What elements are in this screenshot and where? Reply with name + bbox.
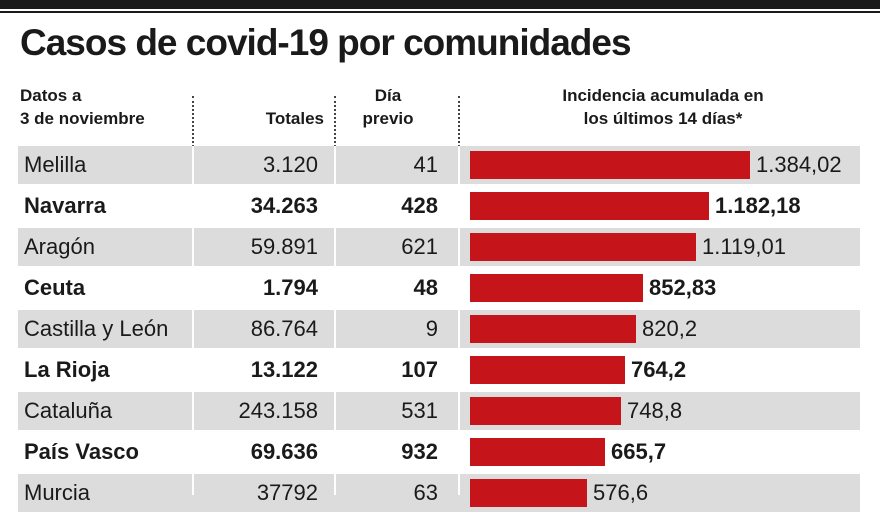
previous-day-cases: 932 (401, 439, 438, 464)
table-row: Melilla 3.120 41 1.384,02 (18, 146, 860, 184)
table-row: Navarra 34.263 428 1.182,18 (18, 187, 860, 225)
previous-day-cases: 621 (401, 234, 438, 259)
table-row: La Rioja 13.122 107 764,2 (18, 351, 860, 389)
column-divider (458, 146, 460, 495)
table-row: País Vasco 69.636 932 665,7 (18, 433, 860, 471)
previous-day-cases: 107 (401, 357, 438, 382)
header-prev-day: Día previo (338, 84, 438, 130)
incidence-label: 1.384,02 (756, 152, 842, 177)
header-incidence-line2: los últimos 14 días* (583, 109, 743, 128)
incidence-bar (470, 192, 709, 220)
total-cases: 3.120 (262, 152, 318, 177)
column-divider (192, 146, 194, 495)
region-name: Murcia (24, 480, 91, 505)
total-cases: 86.764 (250, 316, 318, 341)
incidence-bar (470, 397, 621, 425)
region-name: Melilla (24, 152, 87, 177)
total-cases: 69.636 (250, 439, 318, 464)
region-name: Castilla y León (24, 316, 169, 341)
region-name: Aragón (24, 234, 95, 259)
incidence-label: 764,2 (631, 357, 687, 382)
incidence-bar (470, 315, 636, 343)
top-rule (0, 0, 880, 9)
incidence-label: 748,8 (627, 398, 683, 423)
table-row: Murcia 37792 63 576,6 (18, 474, 860, 512)
total-cases: 13.122 (250, 357, 318, 382)
region-name: Navarra (24, 193, 106, 218)
header-prev-line2: previo (362, 109, 414, 128)
header-totals: Totales (265, 109, 324, 128)
chart-title: Casos de covid-19 por comunidades (20, 22, 632, 63)
incidence-label: 820,2 (642, 316, 698, 341)
previous-day-cases: 531 (401, 398, 438, 423)
incidence-label: 1.119,01 (702, 234, 787, 259)
table-row: Castilla y León 86.764 9 820,2 (18, 310, 860, 348)
region-name: País Vasco (24, 439, 139, 464)
header-date-line1: Datos a (20, 86, 82, 105)
header-date: Datos a 3 de noviembre (20, 84, 190, 130)
table-row: Ceuta 1.794 48 852,83 (18, 269, 860, 307)
total-cases: 243.158 (238, 398, 318, 423)
incidence-bar (470, 479, 587, 507)
region-name: Cataluña (24, 398, 113, 423)
incidence-bar (470, 233, 696, 261)
total-cases: 34.263 (250, 193, 318, 218)
header-incidence: Incidencia acumulada en los últimos 14 d… (466, 84, 860, 130)
previous-day-cases: 41 (413, 152, 438, 177)
previous-day-cases: 63 (413, 480, 438, 505)
incidence-label: 665,7 (611, 439, 667, 464)
incidence-bar (470, 438, 605, 466)
incidence-bar (470, 274, 643, 302)
total-cases: 37792 (256, 480, 318, 505)
header-date-line2: 3 de noviembre (20, 109, 145, 128)
top-rule-thin (0, 11, 880, 13)
table-row: Cataluña 243.158 531 748,8 (18, 392, 860, 430)
region-name: La Rioja (24, 357, 110, 382)
incidence-bar (470, 151, 750, 179)
header-incidence-line1: Incidencia acumulada en (562, 86, 764, 105)
incidence-label: 1.182,18 (715, 193, 801, 218)
incidence-label: 852,83 (649, 275, 717, 300)
previous-day-cases: 48 (413, 275, 438, 300)
incidence-bar (470, 356, 625, 384)
table-row: Aragón 59.891 621 1.119,01 (18, 228, 860, 266)
previous-day-cases: 9 (425, 316, 438, 341)
header-prev-line1: Día (374, 86, 402, 105)
total-cases: 59.891 (250, 234, 318, 259)
column-divider (334, 146, 336, 495)
region-name: Ceuta (24, 275, 86, 300)
previous-day-cases: 428 (401, 193, 438, 218)
incidence-label: 576,6 (593, 480, 649, 505)
total-cases: 1.794 (262, 275, 318, 300)
